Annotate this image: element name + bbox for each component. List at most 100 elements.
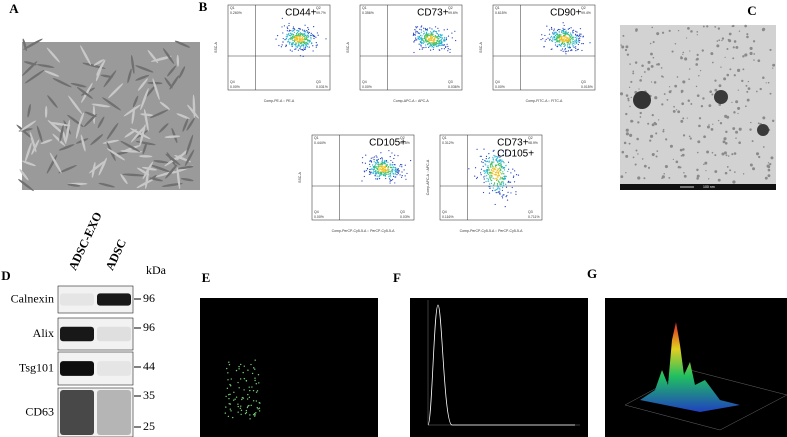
event xyxy=(576,31,578,33)
event xyxy=(391,152,393,154)
event xyxy=(496,178,498,180)
cell xyxy=(68,95,83,115)
grain xyxy=(746,35,749,39)
event xyxy=(577,48,579,50)
event xyxy=(284,39,286,41)
band xyxy=(60,390,94,435)
cell xyxy=(136,178,155,189)
event xyxy=(298,27,300,30)
grain xyxy=(637,153,639,155)
particle xyxy=(226,367,228,370)
event xyxy=(396,171,398,174)
event xyxy=(488,161,490,163)
event xyxy=(574,41,576,43)
event xyxy=(424,32,426,34)
event xyxy=(486,175,488,177)
event xyxy=(575,39,578,42)
event xyxy=(376,178,379,180)
grain xyxy=(663,93,666,95)
event xyxy=(575,40,577,43)
grain xyxy=(696,34,698,36)
event xyxy=(486,161,488,163)
event xyxy=(374,172,376,174)
event xyxy=(380,168,382,170)
event xyxy=(369,168,371,171)
event xyxy=(365,154,367,156)
event xyxy=(554,42,556,44)
cell xyxy=(76,87,93,99)
particle xyxy=(240,409,243,412)
quadrant-value: 0.356% xyxy=(362,11,374,15)
event xyxy=(428,46,430,48)
event xyxy=(505,175,507,177)
cell xyxy=(140,113,154,117)
cell xyxy=(144,85,157,99)
event xyxy=(570,49,573,51)
event xyxy=(385,161,387,163)
band xyxy=(97,390,131,435)
event xyxy=(275,38,277,40)
particle xyxy=(249,414,251,416)
particle xyxy=(254,379,256,382)
grain xyxy=(672,110,676,113)
cell xyxy=(187,104,200,119)
cell xyxy=(46,47,60,63)
particle xyxy=(252,400,255,402)
event xyxy=(437,34,439,36)
event xyxy=(569,35,571,37)
event xyxy=(484,169,486,172)
grain xyxy=(759,87,762,91)
event xyxy=(540,38,542,41)
grain xyxy=(726,73,730,77)
grain xyxy=(690,103,693,105)
event xyxy=(447,45,449,48)
event xyxy=(485,160,487,162)
event xyxy=(572,37,574,39)
event xyxy=(285,36,287,38)
grain xyxy=(767,174,771,178)
event xyxy=(391,169,393,171)
particle xyxy=(229,383,231,386)
grain xyxy=(767,81,770,84)
event xyxy=(387,171,389,173)
event xyxy=(419,28,421,30)
cell xyxy=(185,134,194,156)
event xyxy=(569,47,571,49)
event xyxy=(385,173,387,175)
grain xyxy=(699,70,702,72)
event xyxy=(393,164,395,166)
grain xyxy=(620,175,624,179)
event xyxy=(292,35,294,38)
event xyxy=(500,183,502,186)
particle xyxy=(255,412,257,414)
grain xyxy=(662,76,664,78)
event xyxy=(391,170,394,172)
event xyxy=(374,175,376,177)
event xyxy=(564,28,566,30)
event xyxy=(384,166,386,168)
event xyxy=(419,48,421,50)
event xyxy=(302,55,304,57)
event xyxy=(579,28,582,30)
event xyxy=(288,22,290,25)
event xyxy=(498,149,500,151)
grain xyxy=(732,46,735,49)
event xyxy=(432,48,434,50)
event xyxy=(492,169,495,171)
cell xyxy=(18,179,34,192)
event xyxy=(497,174,500,176)
x-axis-label: Comp-FITC-A :: FITC-A xyxy=(526,99,563,103)
event xyxy=(562,43,564,45)
grain xyxy=(655,132,658,135)
particle xyxy=(232,399,235,401)
grain xyxy=(660,67,663,69)
cell xyxy=(153,160,169,164)
cell xyxy=(27,103,31,118)
event xyxy=(386,172,388,174)
event xyxy=(569,32,572,34)
grain xyxy=(661,31,665,34)
event xyxy=(397,172,399,175)
event xyxy=(433,35,435,37)
event xyxy=(580,35,582,37)
event xyxy=(290,43,293,45)
